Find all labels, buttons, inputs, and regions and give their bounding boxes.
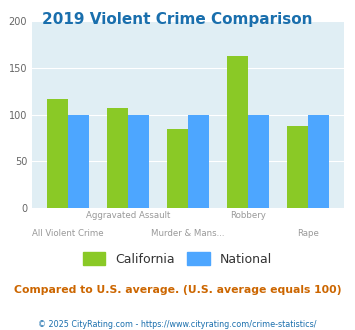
Bar bbox=[188, 115, 209, 208]
Text: 2019 Violent Crime Comparison: 2019 Violent Crime Comparison bbox=[42, 12, 313, 26]
Text: Aggravated Assault: Aggravated Assault bbox=[86, 211, 170, 220]
Bar bbox=[128, 115, 149, 208]
Legend: California, National: California, National bbox=[78, 247, 277, 271]
Text: Rape: Rape bbox=[297, 229, 319, 238]
Bar bbox=[47, 99, 68, 208]
Text: © 2025 CityRating.com - https://www.cityrating.com/crime-statistics/: © 2025 CityRating.com - https://www.city… bbox=[38, 320, 317, 329]
Bar bbox=[68, 115, 89, 208]
Text: Compared to U.S. average. (U.S. average equals 100): Compared to U.S. average. (U.S. average … bbox=[14, 285, 341, 295]
Bar bbox=[248, 115, 269, 208]
Bar bbox=[287, 126, 308, 208]
Bar bbox=[107, 108, 128, 208]
Text: Robbery: Robbery bbox=[230, 211, 266, 220]
Bar bbox=[227, 56, 248, 208]
Bar bbox=[167, 129, 188, 208]
Text: All Violent Crime: All Violent Crime bbox=[32, 229, 104, 238]
Text: Murder & Mans...: Murder & Mans... bbox=[151, 229, 225, 238]
Bar bbox=[308, 115, 329, 208]
